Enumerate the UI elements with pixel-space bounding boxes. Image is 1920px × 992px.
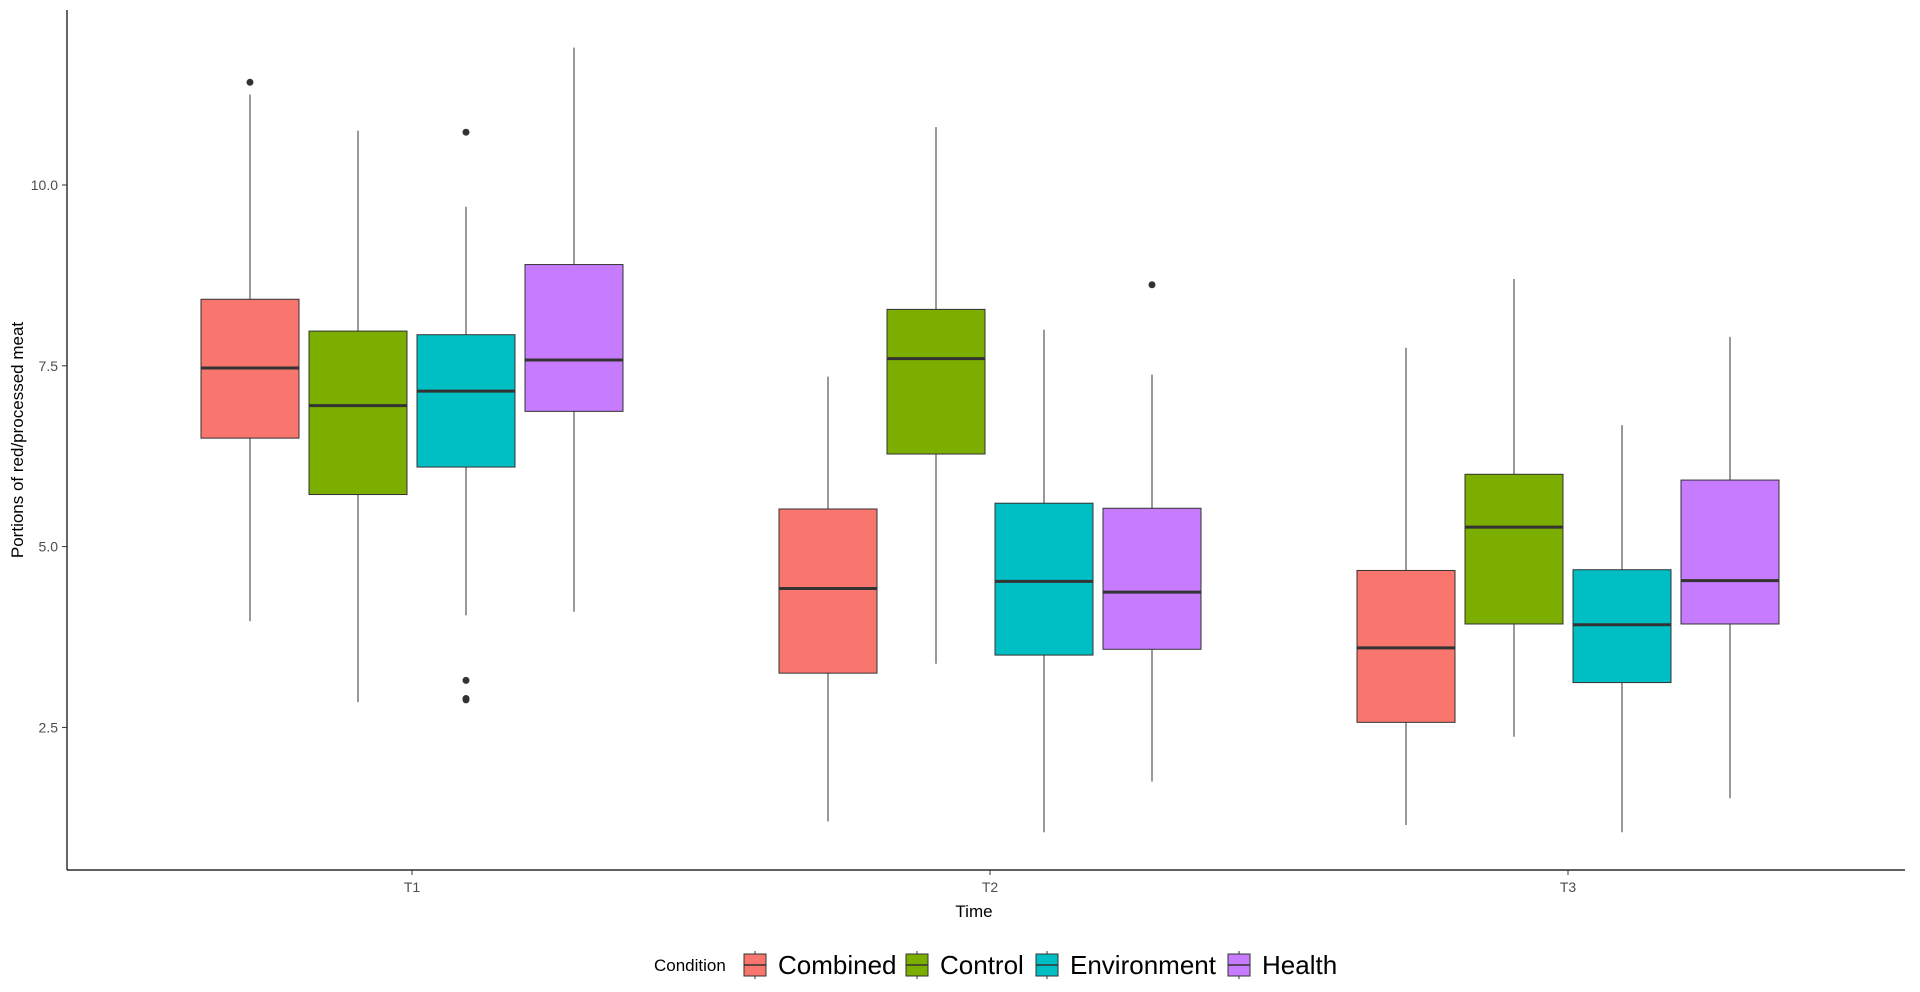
iqr-box xyxy=(524,264,624,412)
outlier-point xyxy=(462,128,470,136)
iqr-box xyxy=(778,508,878,674)
legend-label: Health xyxy=(1262,950,1337,980)
legend-item-environment: Environment xyxy=(1035,950,1217,980)
boxes-layer xyxy=(200,47,1780,833)
box-health-t3 xyxy=(1680,336,1780,799)
legend-label: Environment xyxy=(1070,950,1217,980)
y-tick-label: 10.0 xyxy=(31,177,58,193)
outlier-point xyxy=(462,696,470,704)
legend-label: Combined xyxy=(778,950,897,980)
legend-label: Control xyxy=(940,950,1024,980)
iqr-box xyxy=(1680,479,1780,625)
legend-item-combined: Combined xyxy=(743,950,897,980)
legend-title: Condition xyxy=(654,956,726,975)
x-tick-label: T2 xyxy=(982,879,999,895)
box-environment-t2 xyxy=(994,329,1094,833)
box-control-t1 xyxy=(308,130,408,703)
box-control-t2 xyxy=(886,127,986,664)
x-axis-title: Time xyxy=(955,902,992,921)
legend: Condition Combined Control Environment Heal… xyxy=(654,950,1337,980)
iqr-box xyxy=(308,330,408,496)
labels-layer: Portions of red/processed meat Time xyxy=(8,322,993,921)
outlier-point xyxy=(462,676,470,684)
box-control-t3 xyxy=(1464,279,1564,737)
iqr-box xyxy=(1464,473,1564,625)
y-axis-title: Portions of red/processed meat xyxy=(8,322,27,559)
x-tick-label: T1 xyxy=(404,879,421,895)
iqr-box xyxy=(886,308,986,455)
box-health-t2 xyxy=(1102,281,1202,782)
y-tick-label: 7.5 xyxy=(39,358,59,374)
axes-layer: 2.5 5.0 7.5 10.0 T1 T2 T3 xyxy=(31,10,1905,895)
y-tick-label: 2.5 xyxy=(39,719,59,735)
box-environment-t1 xyxy=(416,128,516,704)
box-combined-t3 xyxy=(1356,347,1456,826)
box-combined-t1 xyxy=(200,78,300,622)
iqr-box xyxy=(1102,507,1202,650)
box-health-t1 xyxy=(524,47,624,612)
box-environment-t3 xyxy=(1572,425,1672,833)
outlier-point xyxy=(246,78,254,86)
legend-item-health: Health xyxy=(1227,950,1337,980)
outlier-point xyxy=(1148,281,1156,289)
iqr-box xyxy=(416,334,516,468)
x-tick-label: T3 xyxy=(1560,879,1577,895)
box-combined-t2 xyxy=(778,376,878,822)
legend-item-control: Control xyxy=(905,950,1024,980)
iqr-box xyxy=(994,502,1094,656)
y-tick-label: 5.0 xyxy=(39,539,59,555)
